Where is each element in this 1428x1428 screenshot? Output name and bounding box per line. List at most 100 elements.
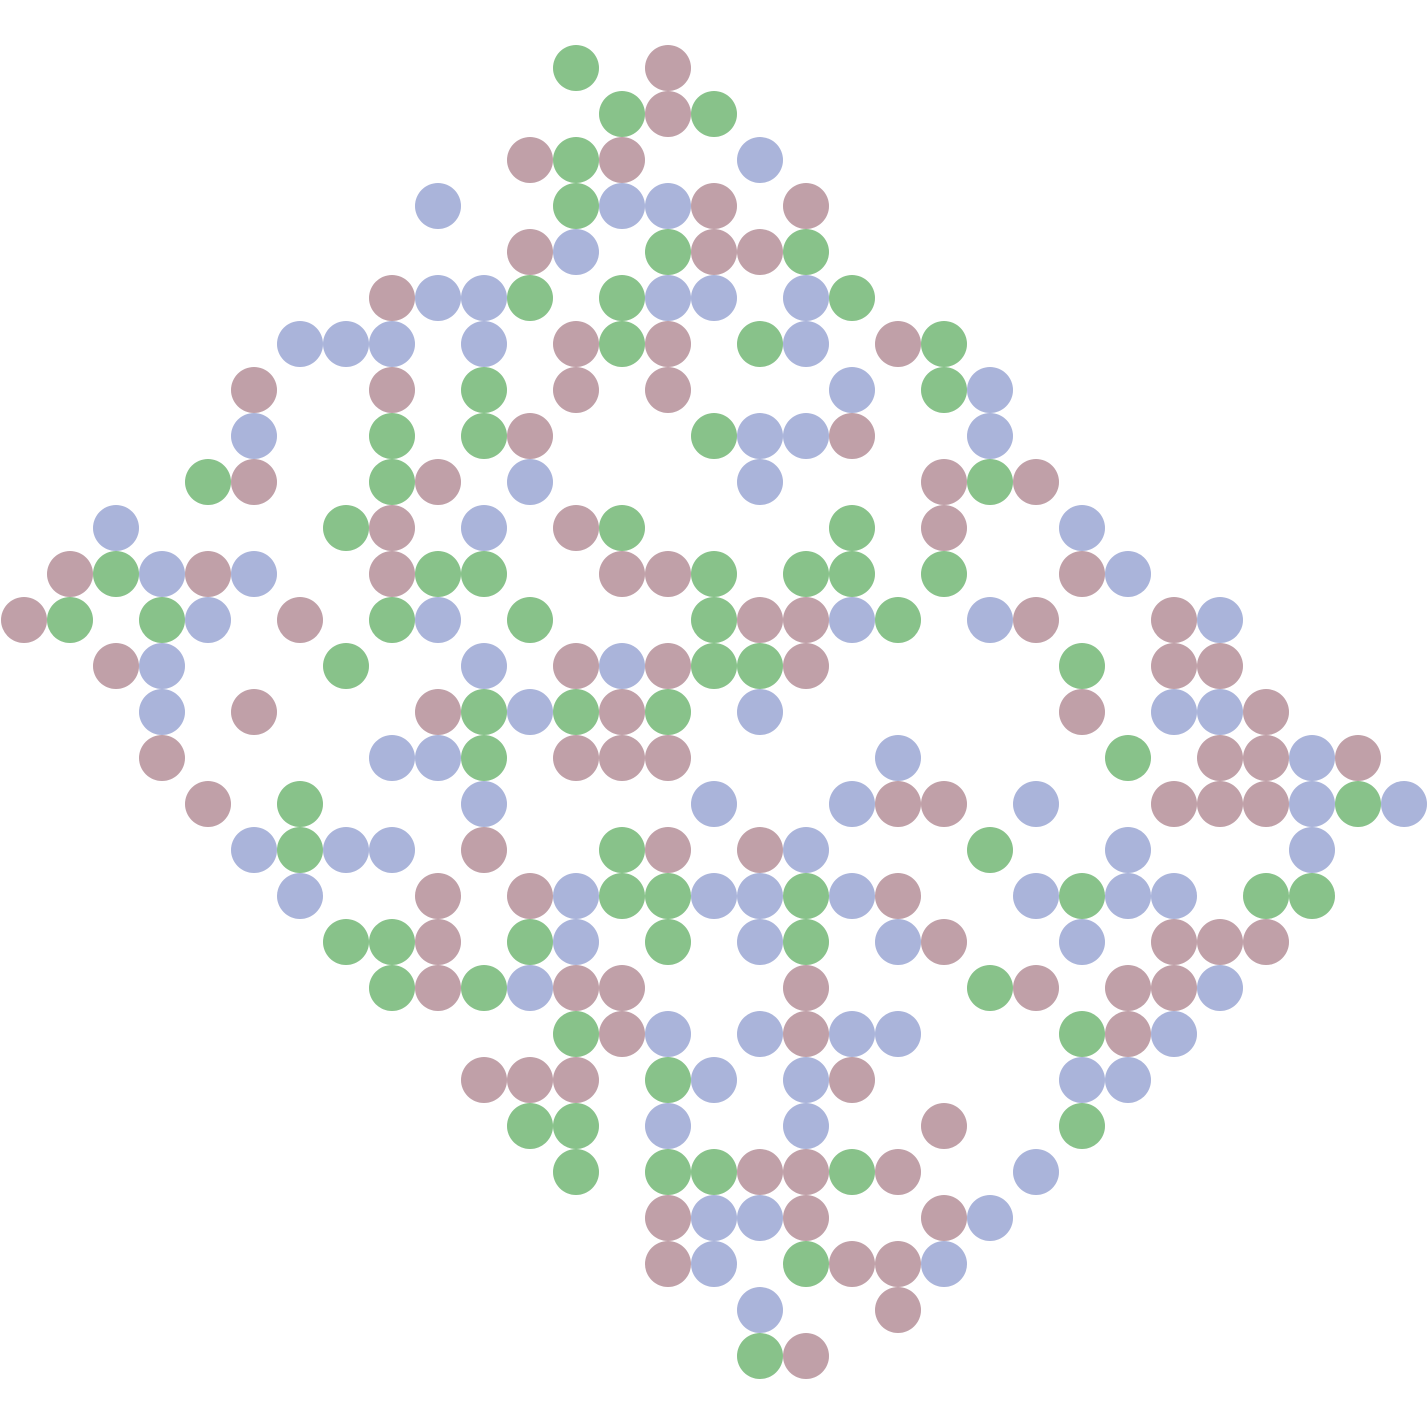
dot [921,505,967,551]
dot [1013,1149,1059,1195]
dot [553,1057,599,1103]
dot [967,597,1013,643]
dot [369,275,415,321]
dot [1059,919,1105,965]
dot [185,781,231,827]
dot [1243,689,1289,735]
dot [369,735,415,781]
dot [737,597,783,643]
dot [645,275,691,321]
dot [829,367,875,413]
dot [737,919,783,965]
dot [599,183,645,229]
dot [553,137,599,183]
dot [553,229,599,275]
dot [323,827,369,873]
dot [737,1011,783,1057]
dot [415,597,461,643]
dot [645,873,691,919]
dot [599,551,645,597]
dot [461,321,507,367]
dot [1151,781,1197,827]
dot [185,551,231,597]
dot [1013,597,1059,643]
dot [1197,643,1243,689]
dot [553,45,599,91]
dot [829,1241,875,1287]
dot [415,735,461,781]
dot [921,459,967,505]
dot [645,1057,691,1103]
dot [829,873,875,919]
dot [737,321,783,367]
dot [645,827,691,873]
dot [415,689,461,735]
dot [1059,643,1105,689]
dot [369,827,415,873]
dot [783,919,829,965]
dot [645,1103,691,1149]
dot [921,1241,967,1287]
dot [553,1149,599,1195]
dot [93,505,139,551]
dot [139,643,185,689]
dot [461,1057,507,1103]
dot [1013,965,1059,1011]
dot [691,1149,737,1195]
dot [277,873,323,919]
dot [967,459,1013,505]
dot [415,183,461,229]
dot [1105,1011,1151,1057]
dot [829,781,875,827]
dot [691,781,737,827]
dot [599,321,645,367]
dot [1289,873,1335,919]
dot [921,367,967,413]
dot [231,827,277,873]
dot [323,643,369,689]
dot [1105,735,1151,781]
dot [507,597,553,643]
dot [461,965,507,1011]
dot [553,321,599,367]
dot [783,321,829,367]
dot [1105,965,1151,1011]
dot [875,735,921,781]
dot [737,229,783,275]
dot [1243,781,1289,827]
dot [323,919,369,965]
dot [507,1057,553,1103]
dot [461,505,507,551]
dot [691,1195,737,1241]
dot [599,873,645,919]
dot [783,413,829,459]
dot [921,1195,967,1241]
dot [231,551,277,597]
dot [231,413,277,459]
dot [783,1241,829,1287]
dot [737,1195,783,1241]
dot [875,1011,921,1057]
dot [47,551,93,597]
dot [645,91,691,137]
dot [507,873,553,919]
dot [691,1241,737,1287]
dot [415,965,461,1011]
dot [553,367,599,413]
dot [369,919,415,965]
dot [1243,735,1289,781]
dot [875,919,921,965]
dot [553,965,599,1011]
dot [553,643,599,689]
dot [461,413,507,459]
dot [829,1011,875,1057]
dot [1243,873,1289,919]
dot [1197,689,1243,735]
dot [875,321,921,367]
dot [1059,551,1105,597]
dot [1243,919,1289,965]
dot [1335,781,1381,827]
dot [645,551,691,597]
dot [1151,689,1197,735]
dot [783,597,829,643]
